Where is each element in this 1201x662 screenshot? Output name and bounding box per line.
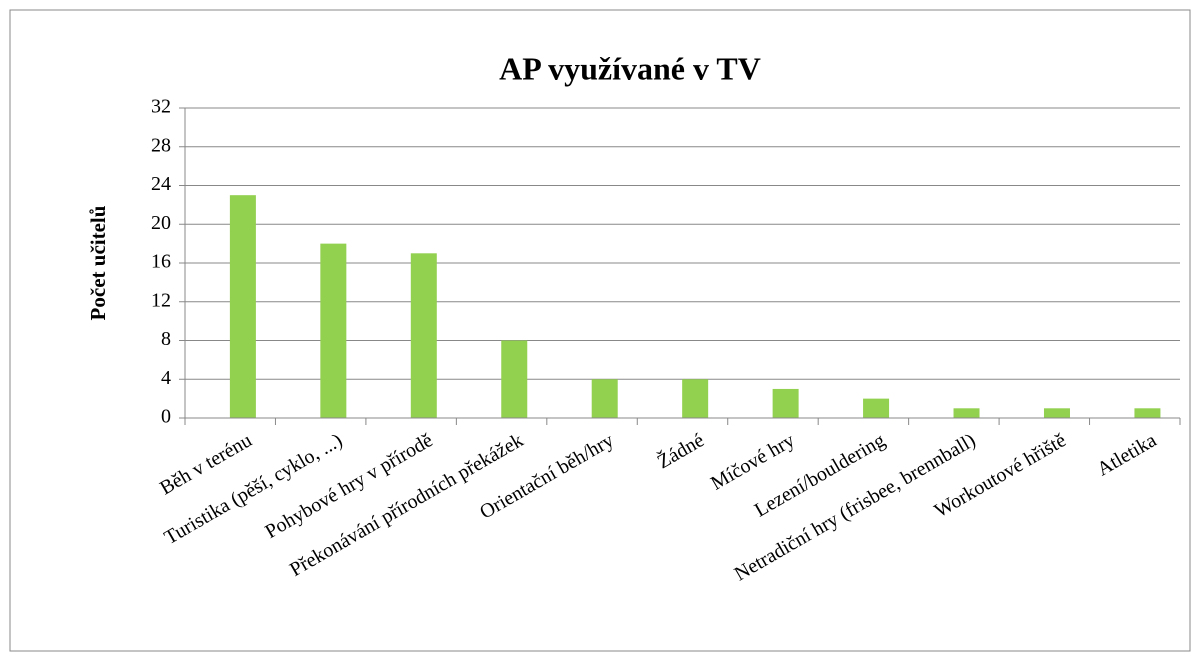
bar	[410, 253, 437, 418]
y-tick-label: 0	[161, 406, 171, 428]
bar	[682, 379, 709, 418]
y-tick-label: 16	[151, 251, 171, 273]
chart-frame	[9, 9, 1191, 652]
bar	[591, 379, 618, 418]
y-tick-label: 32	[151, 96, 171, 118]
bar	[1134, 408, 1161, 418]
y-tick-label: 28	[151, 134, 171, 156]
bar	[1043, 408, 1070, 418]
y-axis-label: Počet učitelů	[86, 205, 110, 320]
y-tick-label: 8	[161, 328, 171, 350]
y-tick-label: 4	[161, 367, 171, 389]
bar	[953, 408, 980, 418]
y-tick-label: 20	[151, 212, 171, 234]
bar	[501, 340, 528, 418]
bar	[772, 388, 799, 418]
y-tick-label: 12	[151, 289, 171, 311]
bar	[229, 195, 256, 418]
bar	[863, 398, 890, 418]
y-tick-label: 24	[151, 173, 171, 195]
bar	[320, 243, 347, 418]
chart-title: AP využívané v TV	[499, 50, 761, 86]
